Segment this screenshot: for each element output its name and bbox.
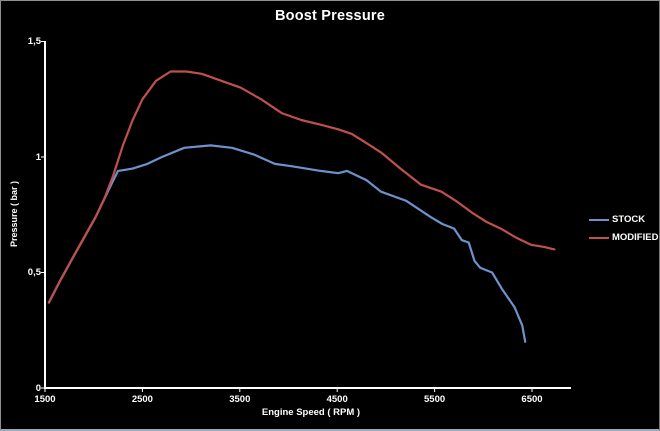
- chart-title: Boost Pressure: [275, 8, 385, 24]
- bottom-border-strip: [1, 429, 659, 431]
- x-tick-label: 2500: [131, 394, 153, 405]
- y-tick-label: 0: [35, 382, 41, 394]
- legend-row-stock: STOCK: [589, 214, 658, 225]
- y-tick-label: 0,5: [27, 267, 41, 278]
- stock-line-swatch: [589, 218, 609, 221]
- legend-label-stock: STOCK: [612, 214, 646, 225]
- legend-row-modified: MODIFIED: [589, 232, 658, 243]
- x-tick-label: 3500: [229, 394, 251, 405]
- y-tick-label: 1,5: [27, 36, 41, 47]
- stock-curve: [47, 144, 527, 343]
- x-tick-label: 4500: [326, 394, 348, 405]
- x-tick-label: 6500: [521, 394, 543, 405]
- y-tick-label: 1: [35, 151, 41, 163]
- modified-line-swatch: [589, 236, 609, 239]
- legend: STOCK MODIFIED: [589, 214, 658, 243]
- x-tick-label: 1500: [34, 394, 56, 405]
- x-axis-title: Engine Speed ( RPM ): [261, 407, 361, 418]
- legend-label-modified: MODIFIED: [612, 232, 659, 243]
- x-tick-label: 5500: [424, 394, 446, 405]
- y-axis-title: Pressure ( bar ): [9, 180, 19, 248]
- modified-curve: [47, 70, 556, 304]
